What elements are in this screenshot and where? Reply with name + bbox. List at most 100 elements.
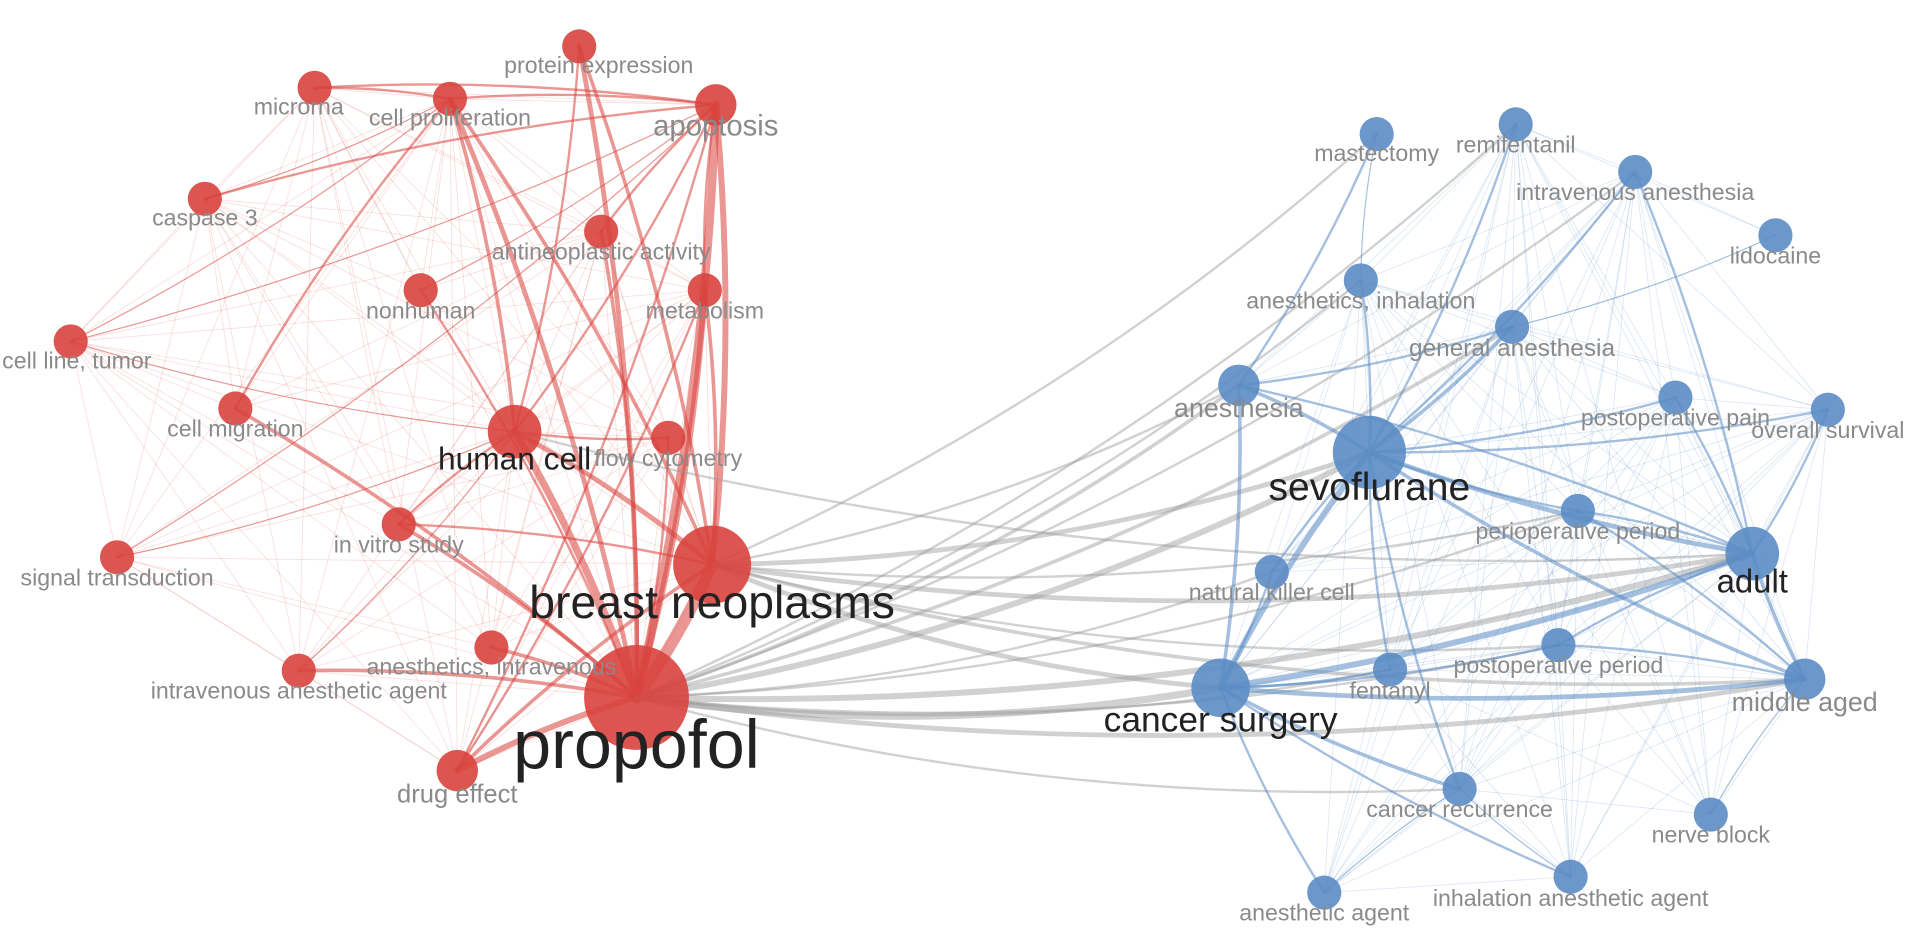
node-cancer-recurrence[interactable]	[1442, 771, 1477, 807]
background-link	[204, 198, 713, 565]
background-link	[70, 341, 399, 525]
background-link	[235, 231, 602, 409]
edge-cell_line_tumor-apoptosis	[70, 104, 717, 343]
node-natural-killer-cell[interactable]	[1254, 554, 1289, 589]
edge-apoptosis-microrna	[313, 83, 717, 107]
background-link	[1558, 397, 1676, 646]
edge-sevoflurane-overall_survival	[1368, 408, 1830, 454]
node-label-propofol: propofol	[513, 707, 760, 783]
background-link	[456, 290, 706, 771]
node-cell-line-tumor[interactable]	[53, 324, 88, 359]
node-mastectomy[interactable]	[1359, 117, 1394, 152]
node-label-metabolism: metabolism	[646, 297, 764, 323]
node-remifentanil[interactable]	[1498, 107, 1533, 142]
background-link	[70, 341, 300, 671]
background-link	[1324, 788, 1460, 893]
edges-layer	[70, 43, 1830, 894]
background-link	[70, 87, 315, 342]
background-link	[1238, 171, 1636, 386]
node-label-postoperative-period: postoperative period	[1453, 652, 1663, 678]
node-human-cell[interactable]	[487, 404, 542, 459]
node-label-breast-neoplasms: breast neoplasms	[529, 576, 895, 628]
background-link	[314, 87, 492, 648]
node-breast-neoplasms[interactable]	[673, 525, 752, 604]
background-link	[204, 198, 458, 771]
node-cancer-surgery[interactable]	[1191, 658, 1250, 717]
edge-cancer_surgery-cancer_recurrence	[1218, 685, 1462, 791]
background-link	[1804, 409, 1829, 680]
node-microrna[interactable]	[297, 70, 332, 105]
background-link	[449, 98, 637, 698]
node-label-anesthetics-intravenous: anesthetics, intravenous	[367, 653, 617, 679]
background-link	[1459, 788, 1711, 815]
node-label-general-anesthesia: general anesthesia	[1409, 335, 1615, 362]
node-cell-proliferation[interactable]	[432, 81, 468, 116]
node-protein-expression[interactable]	[562, 29, 597, 64]
background-link	[298, 670, 637, 698]
node-postoperative-pain[interactable]	[1658, 380, 1693, 415]
background-link	[204, 198, 669, 439]
node-overall-survival[interactable]	[1810, 392, 1845, 427]
node-label-apoptosis: apoptosis	[653, 110, 778, 142]
node-propofol[interactable]	[584, 645, 689, 750]
node-caspase-3[interactable]	[187, 181, 222, 216]
node-signal-transduction[interactable]	[99, 540, 135, 575]
background-link	[1360, 124, 1516, 281]
background-link	[514, 231, 602, 432]
background-link	[298, 231, 602, 671]
edge-breast_neoplasms-perioperative_period	[710, 509, 1580, 579]
background-link	[1635, 171, 1776, 236]
node-antineoplastic-activity[interactable]	[584, 214, 619, 249]
background-link	[1570, 553, 1753, 877]
node-intravenous-anesthesia[interactable]	[1618, 154, 1653, 190]
background-link	[1271, 124, 1517, 573]
node-nerve-block[interactable]	[1693, 797, 1728, 832]
background-link	[1323, 510, 1579, 893]
node-sevoflurane[interactable]	[1332, 415, 1406, 489]
node-metabolism[interactable]	[687, 273, 722, 308]
edge-nonhuman-apoptosis	[420, 104, 717, 291]
node-flow-cytometry[interactable]	[651, 420, 686, 455]
node-anesthetics-intravenous[interactable]	[474, 630, 509, 665]
background-link	[1459, 788, 1571, 878]
background-link	[1577, 171, 1636, 511]
node-middle-aged[interactable]	[1783, 658, 1826, 700]
node-postoperative-period[interactable]	[1541, 627, 1576, 663]
edge-propofol-middle_aged	[634, 676, 1808, 738]
background-link	[314, 87, 602, 233]
edge-propofol-cell_migration	[233, 406, 639, 700]
node-label-intravenous-anesthetic-agent: intravenous anesthetic agent	[151, 678, 448, 704]
node-apoptosis[interactable]	[695, 84, 737, 126]
node-adult[interactable]	[1725, 526, 1780, 581]
node-nonhuman[interactable]	[403, 273, 438, 308]
node-general-anesthesia[interactable]	[1494, 309, 1530, 344]
node-anesthesia[interactable]	[1218, 364, 1260, 407]
background-link	[1220, 409, 1829, 689]
background-link	[398, 98, 451, 525]
node-inhalation-anesthetic-agent[interactable]	[1553, 859, 1588, 894]
edge-caspase_3-cell_proliferation	[204, 98, 451, 200]
background-link	[1634, 171, 1753, 554]
background-link	[1271, 397, 1676, 573]
node-fentanyl[interactable]	[1373, 652, 1408, 687]
node-intravenous-anesthetic-agent[interactable]	[281, 653, 316, 688]
background-link	[1220, 326, 1513, 688]
background-link	[1323, 280, 1362, 893]
background-link	[1511, 326, 1559, 646]
background-link	[449, 98, 716, 106]
edge-sevoflurane-middle_aged	[1367, 450, 1807, 681]
background-link	[1323, 644, 1559, 893]
background-link	[704, 290, 713, 565]
node-anesthetic-agent[interactable]	[1307, 875, 1342, 910]
node-drug-effect[interactable]	[436, 749, 478, 792]
background-link	[204, 198, 300, 671]
node-in-vitro-study[interactable]	[381, 507, 416, 542]
background-link	[1634, 171, 1829, 410]
background-link	[1570, 409, 1829, 877]
background-link	[1675, 397, 1712, 815]
node-anesthetics-inhalation[interactable]	[1343, 263, 1378, 298]
node-cell-migration[interactable]	[218, 391, 253, 426]
node-perioperative-period[interactable]	[1560, 493, 1595, 528]
node-lidocaine[interactable]	[1758, 218, 1793, 253]
node-label-anesthesia: anesthesia	[1174, 393, 1304, 423]
